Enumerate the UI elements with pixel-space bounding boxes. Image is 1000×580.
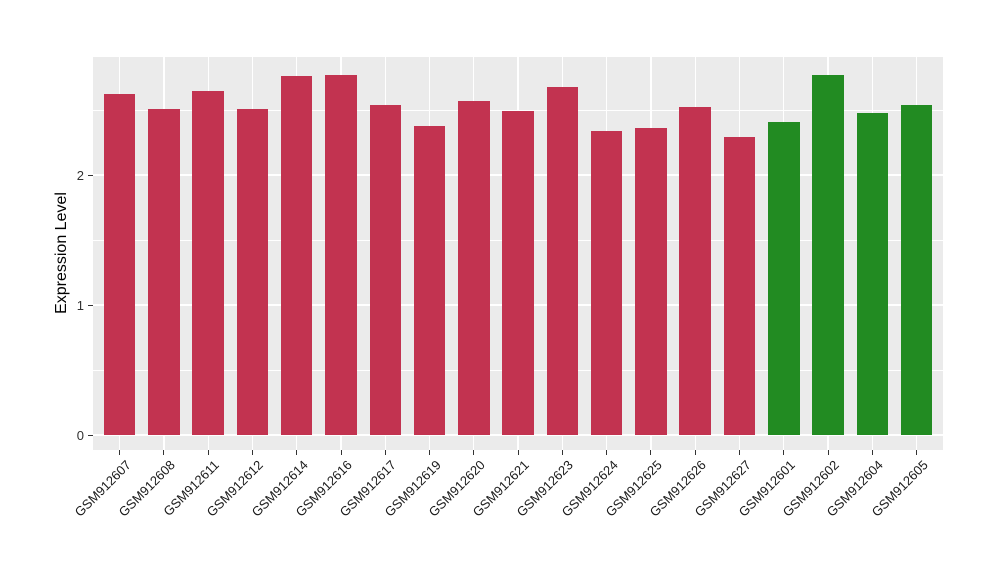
x-tick-mark bbox=[207, 450, 209, 455]
x-tick-mark bbox=[296, 450, 298, 455]
x-tick-mark bbox=[119, 450, 121, 455]
x-tick-mark bbox=[517, 450, 519, 455]
y-tick-label: 1 bbox=[76, 297, 84, 313]
bar-GSM912605 bbox=[900, 104, 933, 435]
x-tick-mark bbox=[163, 450, 165, 455]
bar-GSM912608 bbox=[148, 108, 180, 435]
bar-GSM912614 bbox=[280, 76, 313, 435]
x-tick-mark bbox=[827, 450, 829, 455]
bar-GSM912624 bbox=[590, 130, 623, 435]
x-tick-mark bbox=[251, 450, 253, 455]
plot-panel bbox=[93, 57, 943, 450]
x-tick-mark bbox=[783, 450, 785, 455]
bar-GSM912625 bbox=[635, 128, 667, 435]
y-tick-mark bbox=[87, 174, 93, 176]
y-tick-mark bbox=[87, 304, 93, 306]
bar-GSM912607 bbox=[103, 94, 136, 435]
x-tick-mark bbox=[606, 450, 608, 455]
x-tick-mark bbox=[916, 450, 918, 455]
x-tick-mark bbox=[650, 450, 652, 455]
bar-GSM912626 bbox=[679, 107, 711, 435]
x-tick-mark bbox=[384, 450, 386, 455]
bar-GSM912616 bbox=[325, 74, 357, 435]
x-tick-mark bbox=[739, 450, 741, 455]
bar-GSM912619 bbox=[413, 125, 446, 435]
y-tick-label: 0 bbox=[76, 427, 84, 443]
bar-GSM912621 bbox=[502, 111, 534, 435]
bar-GSM912620 bbox=[458, 100, 490, 435]
x-tick-mark bbox=[340, 450, 342, 455]
bar-GSM912623 bbox=[546, 86, 579, 435]
y-tick-mark bbox=[87, 434, 93, 436]
x-tick-mark bbox=[429, 450, 431, 455]
x-tick-mark bbox=[561, 450, 563, 455]
bar-GSM912604 bbox=[856, 112, 889, 435]
x-tick-label: GSM912605 bbox=[868, 457, 931, 520]
bar-GSM912617 bbox=[369, 104, 402, 435]
bar-GSM912601 bbox=[768, 121, 800, 435]
y-axis-title: Expression Level bbox=[53, 192, 70, 314]
bar-GSM912602 bbox=[812, 74, 844, 435]
x-tick-mark bbox=[694, 450, 696, 455]
x-tick-mark bbox=[473, 450, 475, 455]
bar-GSM912612 bbox=[236, 108, 269, 435]
x-tick-mark bbox=[871, 450, 873, 455]
bar-GSM912627 bbox=[723, 137, 756, 435]
minor-gridline bbox=[93, 109, 943, 111]
bar-GSM912611 bbox=[192, 90, 224, 435]
major-gridline bbox=[93, 434, 943, 436]
y-tick-label: 2 bbox=[76, 167, 84, 183]
